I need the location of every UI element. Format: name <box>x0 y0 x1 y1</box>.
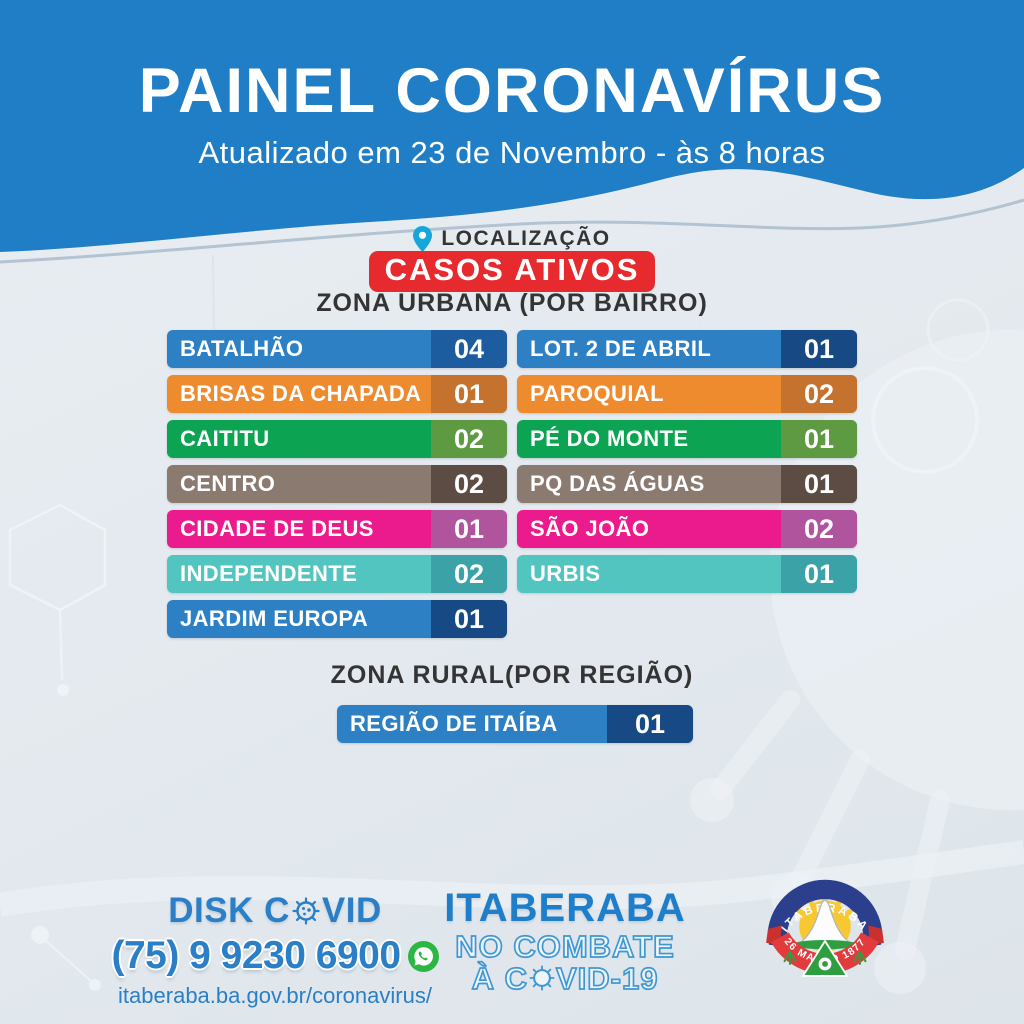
phone-row: (75) 9 9230 6900 <box>110 934 440 978</box>
bar-label: REGIÃO DE ITAÍBA <box>350 711 558 736</box>
virus-icon <box>292 897 320 925</box>
map-pin-icon <box>413 226 433 252</box>
itaberaba-municipal-seal: ITABERABA 26 MARÇO 1877 <box>766 879 884 977</box>
bar-count: 04 <box>431 330 507 368</box>
campaign-line2: NO COMBATE <box>454 929 675 964</box>
campaign-logo: ITABERABA NO COMBATE À C VID-19 <box>435 886 695 996</box>
molecule-hexagon <box>8 503 107 612</box>
rural-zone-heading: ZONA RURAL(POR REGIÃO) <box>330 661 694 689</box>
urban-right-column: LOT. 2 DE ABRIL 01 PAROQUIAL 02 PÉ DO MO… <box>517 330 857 638</box>
header-wave-shape <box>0 0 1024 252</box>
seal-plant-right <box>853 950 867 965</box>
bar-count: 01 <box>431 375 507 413</box>
bar-label: URBIS <box>530 561 601 586</box>
header: PAINEL CORONAVÍRUS Atualizado em 23 de N… <box>0 0 1024 171</box>
location-row: LOCALIZAÇÃO <box>0 226 1024 252</box>
seal-band <box>767 879 883 938</box>
bar-label: CENTRO <box>180 471 276 496</box>
case-bar-batalhao: BATALHÃO 04 <box>167 330 507 368</box>
bar-label: BATALHÃO <box>180 336 304 361</box>
disk-covid-block: DISK C VID (75) 9 9230 6900 <box>110 891 440 1009</box>
bar-label: CAITITU <box>180 426 270 451</box>
urban-zone-heading: ZONA URBANA (POR BAIRRO) <box>316 289 708 317</box>
campaign-line3b: VID-19 <box>555 960 659 996</box>
bar-label: JARDIM EUROPA <box>180 606 369 631</box>
bar-label: LOT. 2 DE ABRIL <box>530 336 712 361</box>
wave-line <box>0 198 1024 264</box>
bar-count: 01 <box>607 705 693 743</box>
header-banner <box>0 0 1024 264</box>
location-label: LOCALIZAÇÃO <box>441 227 611 250</box>
case-bar-paroquial: PAROQUIAL 02 <box>517 375 857 413</box>
case-bar-jardim-europa: JARDIM EUROPA 01 <box>167 600 507 638</box>
urban-bars: BATALHÃO 04 BRISAS DA CHAPADA 01 CAITITU… <box>167 330 857 638</box>
bar-count: 01 <box>431 600 507 638</box>
bar-count: 02 <box>781 510 857 548</box>
seal-plant-left <box>783 950 797 965</box>
bar-label: PQ DAS ÁGUAS <box>530 471 705 496</box>
campaign-line3: À C VID-19 <box>435 960 695 996</box>
case-bar-centro: CENTRO 02 <box>167 465 507 503</box>
bar-count: 01 <box>781 465 857 503</box>
active-cases-badge: CASOS ATIVOS <box>368 251 656 292</box>
badge-row: CASOS ATIVOS <box>0 251 1024 292</box>
campaign-city: ITABERABA <box>444 886 686 930</box>
case-bar-pq-das-aguas: PQ DAS ÁGUAS 01 <box>517 465 857 503</box>
case-bar-lot-2-de-abril: LOT. 2 DE ABRIL 01 <box>517 330 857 368</box>
page-title: PAINEL CORONAVÍRUS <box>138 56 886 126</box>
bar-count: 01 <box>781 330 857 368</box>
campaign-line3a: À C <box>471 960 528 996</box>
case-bar-pe-do-monte: PÉ DO MONTE 01 <box>517 420 857 458</box>
bar-label: SÃO JOÃO <box>530 516 650 541</box>
bar-count: 02 <box>431 420 507 458</box>
case-bar-brisas: BRISAS DA CHAPADA 01 <box>167 375 507 413</box>
website-link[interactable]: itaberaba.ba.gov.br/coronavirus/ <box>118 983 432 1008</box>
bar-label: PÉ DO MONTE <box>530 426 689 451</box>
update-timestamp: Atualizado em 23 de Novembro - às 8 hora… <box>198 135 826 170</box>
disk-covid-title: DISK C VID <box>110 891 440 931</box>
bar-count: 02 <box>781 375 857 413</box>
case-bar-sao-joao: SÃO JOÃO 02 <box>517 510 857 548</box>
disk-covid-part1: DISK C <box>168 891 290 930</box>
bar-count: 01 <box>431 510 507 548</box>
whatsapp-icon <box>407 940 439 972</box>
bar-label: BRISAS DA CHAPADA <box>180 381 422 406</box>
urban-left-column: BATALHÃO 04 BRISAS DA CHAPADA 01 CAITITU… <box>167 330 507 638</box>
case-bar-independente: INDEPENDENTE 02 <box>167 555 507 593</box>
bar-label: PAROQUIAL <box>530 381 664 406</box>
virus-outline-icon <box>529 965 555 991</box>
bar-count: 02 <box>431 465 507 503</box>
case-bar-cidade-de-deus: CIDADE DE DEUS 01 <box>167 510 507 548</box>
case-bar-regiao-de-itaiba: REGIÃO DE ITAÍBA 01 <box>337 705 693 743</box>
bar-label: CIDADE DE DEUS <box>180 516 374 541</box>
bar-count: 01 <box>781 555 857 593</box>
disk-covid-part2: VID <box>321 891 382 930</box>
case-bar-urbis: URBIS 01 <box>517 555 857 593</box>
case-bar-caititu: CAITITU 02 <box>167 420 507 458</box>
bar-label: INDEPENDENTE <box>180 561 358 586</box>
bar-count: 01 <box>781 420 857 458</box>
phone-number: (75) 9 9230 6900 <box>111 934 401 977</box>
bar-count: 02 <box>431 555 507 593</box>
